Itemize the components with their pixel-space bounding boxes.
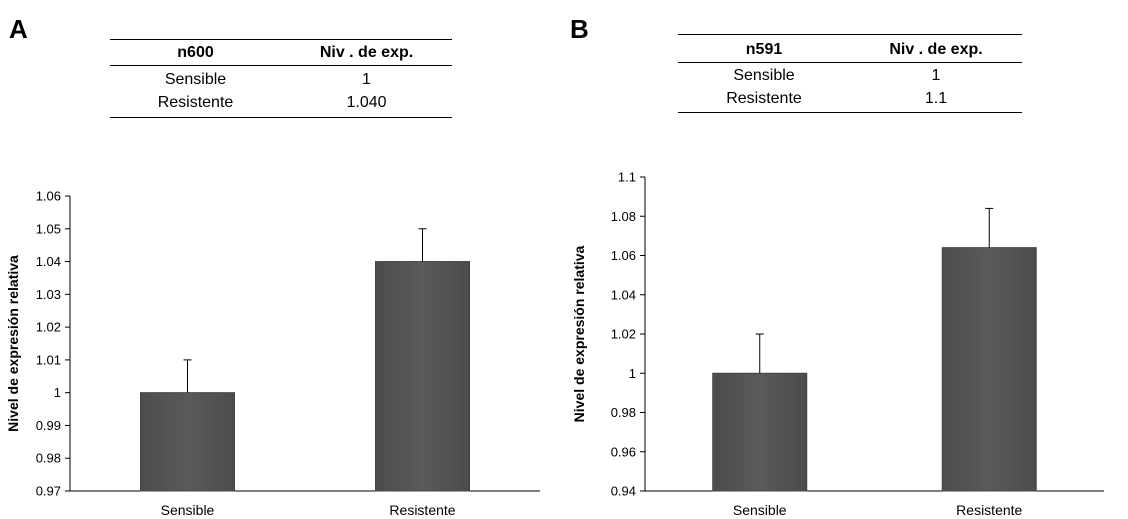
table-cell: Sensible (733, 67, 795, 84)
table-cell: 1.040 (346, 94, 387, 111)
y-tick-label: 1.03 (36, 287, 61, 302)
table-cell: 1 (931, 67, 941, 84)
table-cell: 1 (362, 71, 371, 88)
y-tick-label: 1.04 (36, 254, 61, 269)
y-tick-label: 1.04 (611, 287, 636, 302)
panel-a-table: n600 Niv . de exp. Sensible 1 Resistente… (110, 37, 452, 119)
panel-b-letter: B (570, 14, 589, 44)
y-tick-label: 1.02 (611, 327, 636, 342)
y-tick-label: 0.98 (36, 451, 61, 466)
y-axis-label: Nivel de expresión relativa (5, 255, 21, 432)
table-top-rule (678, 34, 1022, 35)
y-tick-label: 1.02 (36, 320, 61, 335)
y-axis-label: Nivel de expresión relativa (571, 245, 587, 422)
table-bottom-rule (678, 112, 1022, 113)
bar (712, 372, 808, 492)
x-tick-label: Sensible (161, 502, 215, 518)
y-tick-label: 1.1 (618, 170, 636, 185)
table-cell: Sensible (164, 71, 227, 88)
x-tick-label: Resistente (956, 502, 1022, 518)
chart-b: 0.94 0.96 0.98 1 1.02 1.04 1.06 1.08 1.1 Sensible… (571, 170, 1104, 518)
y-tick-label: 1.05 (36, 221, 61, 236)
chart-a: 0.97 0.98 0.99 1 1.01 1.02 1.03 1.04 1.05 1.06 Sen… (5, 189, 540, 518)
y-tick-label: 1.08 (611, 209, 636, 224)
x-tick-label: Sensible (733, 502, 787, 518)
table-header: Niv . de exp. (889, 41, 983, 58)
bar (140, 392, 235, 492)
y-tick-label: 0.96 (611, 444, 636, 459)
y-tick-label: 1.06 (611, 248, 636, 263)
table-top-rule (110, 39, 452, 40)
y-tick-label: 0.94 (611, 484, 636, 499)
y-tick-label: 0.99 (36, 418, 61, 433)
y-tick-label: 0.98 (611, 405, 636, 420)
panel-b-table: n591 Niv . de exp. Sensible 1 Resistente… (678, 32, 1022, 114)
y-tick-label: 0.97 (36, 484, 61, 499)
panel-a-letter: A (9, 14, 28, 44)
table-cell: 1.1 (924, 90, 948, 107)
table-header-rule (110, 65, 452, 66)
table-header: Niv . de exp. (319, 44, 414, 61)
table-cell: Resistente (726, 90, 802, 107)
table-header: n591 (745, 41, 783, 58)
table-header: n600 (177, 44, 214, 61)
y-tick-label: 1.06 (36, 189, 61, 204)
table-cell: Resistente (157, 94, 234, 111)
bar (375, 261, 470, 492)
bar (941, 247, 1037, 492)
table-bottom-rule (110, 117, 452, 118)
y-tick-label: 1 (54, 385, 61, 400)
x-tick-label: Resistente (389, 502, 455, 518)
y-tick-label: 1 (629, 366, 636, 381)
y-tick-label: 1.01 (36, 352, 61, 367)
table-header-rule (678, 62, 1022, 63)
